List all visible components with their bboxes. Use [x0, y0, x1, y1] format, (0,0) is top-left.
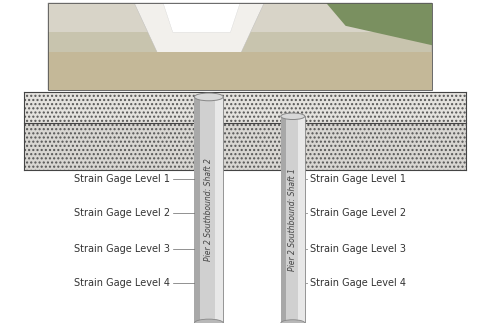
Text: Pier 2 Southbound: Shaft 2: Pier 2 Southbound: Shaft 2	[204, 159, 213, 261]
Polygon shape	[24, 123, 466, 170]
Polygon shape	[215, 97, 223, 323]
Polygon shape	[298, 116, 305, 323]
Polygon shape	[48, 52, 432, 90]
Polygon shape	[194, 97, 223, 323]
Polygon shape	[134, 3, 264, 55]
Polygon shape	[281, 116, 305, 323]
Polygon shape	[24, 92, 466, 123]
Text: Strain Gage Level 1: Strain Gage Level 1	[310, 174, 406, 184]
Text: Strain Gage Level 2: Strain Gage Level 2	[310, 208, 406, 218]
Text: Strain Gage Level 1: Strain Gage Level 1	[74, 174, 170, 184]
Ellipse shape	[194, 319, 223, 323]
Ellipse shape	[194, 93, 223, 101]
Text: Strain Gage Level 3: Strain Gage Level 3	[310, 244, 406, 254]
Text: Pier 2 Southbound: Shaft 1: Pier 2 Southbound: Shaft 1	[288, 168, 297, 271]
Polygon shape	[48, 3, 432, 90]
Text: Strain Gage Level 4: Strain Gage Level 4	[310, 278, 406, 287]
Polygon shape	[48, 3, 432, 32]
Text: Strain Gage Level 4: Strain Gage Level 4	[74, 278, 170, 287]
Ellipse shape	[281, 320, 305, 323]
Text: Strain Gage Level 2: Strain Gage Level 2	[74, 208, 170, 218]
Polygon shape	[163, 3, 240, 32]
Text: Strain Gage Level 3: Strain Gage Level 3	[74, 244, 170, 254]
Ellipse shape	[281, 113, 305, 120]
Polygon shape	[326, 3, 432, 45]
Polygon shape	[281, 116, 286, 323]
Polygon shape	[194, 97, 200, 323]
